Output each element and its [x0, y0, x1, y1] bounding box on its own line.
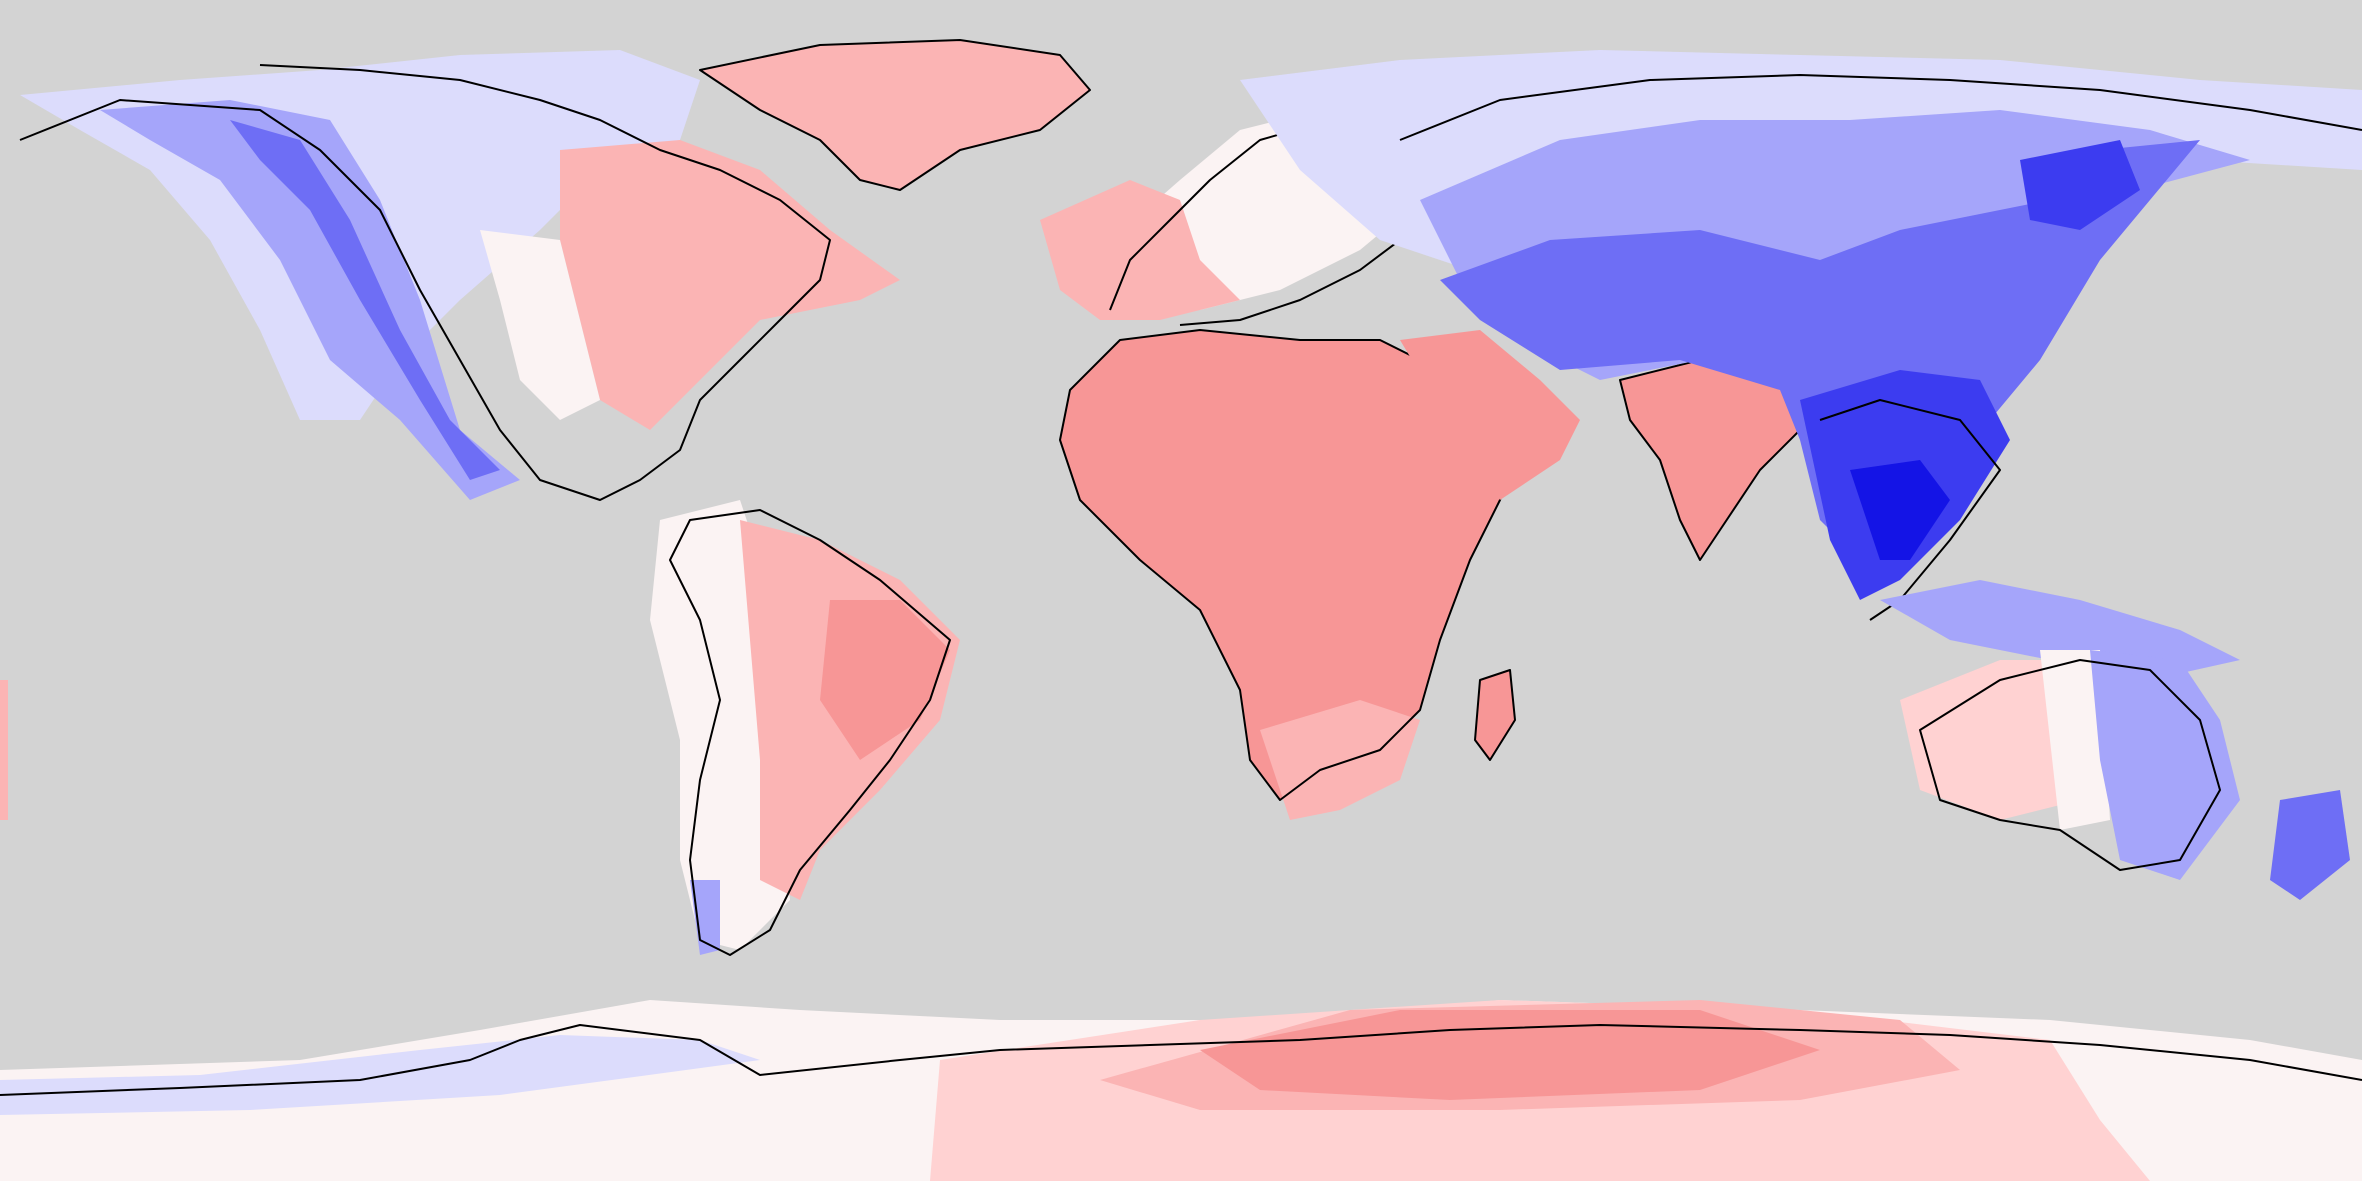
greenland-coastline: [699, 39, 1091, 191]
india-fill: [1620, 360, 1810, 560]
sa-coastline: [669, 509, 951, 956]
nz-blue: [2270, 790, 2350, 900]
australia-white-center: [2040, 650, 2110, 830]
region-maritime-asia: [1880, 580, 2240, 680]
sa-blue-south-tip: [690, 880, 720, 955]
asia-darkest: [1850, 460, 1950, 560]
na-coastline: [19, 64, 831, 501]
greenland-fill: [700, 40, 1090, 190]
asia-mid: [1440, 140, 2200, 560]
region-asia: [1240, 50, 2362, 621]
maritime-asia-fill: [1880, 580, 2240, 680]
region-south-america: [650, 500, 960, 956]
antarctica-center-red: [1200, 1010, 1820, 1100]
antarctica-west-blue: [0, 1035, 760, 1115]
region-arabia: [1400, 330, 1580, 500]
pacific-dateline-strip: [0, 680, 8, 820]
na-red-east: [560, 140, 900, 430]
na-white-center: [480, 230, 600, 420]
australia-coastline: [1919, 659, 2221, 871]
africa-fill: [1060, 330, 1520, 800]
arabia-fill: [1400, 330, 1580, 500]
australia-red-west: [1900, 660, 2080, 820]
na-blue-mid-west: [230, 120, 500, 480]
africa-south-light: [1260, 700, 1420, 820]
region-greenland: [699, 39, 1091, 191]
asia-dark-northeast: [2020, 140, 2140, 230]
madagascar-coastline: [1474, 669, 1516, 761]
antarctica-coastline: [0, 1024, 2362, 1096]
region-africa: [1059, 329, 1521, 820]
region-antarctica: [0, 1000, 2362, 1181]
region-north-america: [19, 50, 900, 501]
madagascar-fill: [1475, 670, 1515, 760]
na-blue-west: [100, 100, 520, 500]
region-australia: [1900, 650, 2350, 900]
africa-coastline: [1059, 329, 1521, 801]
